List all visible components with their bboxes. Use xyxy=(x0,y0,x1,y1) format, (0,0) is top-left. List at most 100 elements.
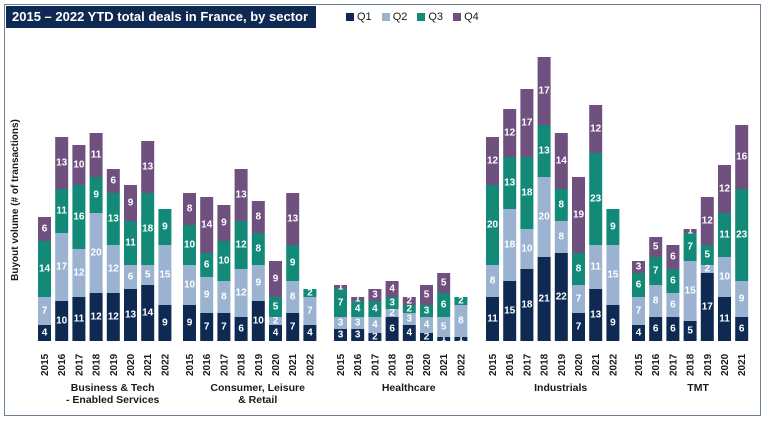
data-label: 13 xyxy=(539,146,551,157)
data-label: 10 xyxy=(521,244,533,255)
data-label: 6 xyxy=(238,324,244,335)
bar-segment xyxy=(402,297,416,305)
data-label: 4 xyxy=(372,320,378,331)
bar-segment xyxy=(520,269,534,341)
data-label: 3 xyxy=(424,306,430,317)
legend-label-q4: Q4 xyxy=(464,11,479,23)
bar-segment xyxy=(72,249,86,297)
data-label: 8 xyxy=(559,232,565,243)
bar-segment xyxy=(72,185,86,249)
bar-segment xyxy=(437,273,451,293)
bar-segment xyxy=(402,325,416,341)
data-label: 7 xyxy=(687,242,693,253)
data-label: 4 xyxy=(307,328,313,339)
legend-swatch-q1 xyxy=(346,13,354,21)
bar-segment xyxy=(334,289,347,317)
sector-label: TMT xyxy=(687,382,709,394)
data-label: 6 xyxy=(670,276,676,287)
x-tick-label: 2016 xyxy=(505,353,516,376)
bar-segment xyxy=(124,265,137,289)
legend-swatch-q3 xyxy=(417,13,426,21)
data-label: 1 xyxy=(458,334,464,345)
sector-label: - Enabled Services xyxy=(66,394,160,406)
bar-segment xyxy=(718,257,731,297)
data-label: 17 xyxy=(539,86,551,97)
data-label: 13 xyxy=(56,158,68,169)
data-label: 23 xyxy=(590,194,602,205)
bar-segment xyxy=(700,273,714,341)
data-label: 8 xyxy=(653,296,659,307)
data-label: 7 xyxy=(290,322,296,333)
x-tick-label: 2015 xyxy=(488,353,499,376)
bar-segment xyxy=(735,125,749,189)
data-label: 18 xyxy=(504,240,516,251)
bar-segment xyxy=(437,293,451,317)
data-label: 7 xyxy=(307,306,313,317)
data-label: 6 xyxy=(670,252,676,263)
data-label: 13 xyxy=(287,214,299,225)
bar-segment xyxy=(572,285,585,313)
data-label: 10 xyxy=(73,160,85,171)
data-label: 9 xyxy=(290,258,296,269)
bar-segment xyxy=(649,257,663,285)
data-label: 4 xyxy=(636,328,642,339)
x-tick-label: 2020 xyxy=(422,353,433,376)
data-label: 5 xyxy=(653,242,659,253)
x-tick-label: 2016 xyxy=(57,353,68,376)
data-label: 14 xyxy=(556,156,568,167)
bar-segment xyxy=(700,197,714,245)
bar-segment xyxy=(503,109,517,157)
bar-segment xyxy=(454,305,468,337)
data-label: 3 xyxy=(389,298,395,309)
data-label: 3 xyxy=(407,314,413,325)
x-tick-label: 2015 xyxy=(185,353,196,376)
bar-segment xyxy=(503,281,517,341)
data-label: 2 xyxy=(705,264,711,275)
bar-segment xyxy=(402,313,416,325)
bar-segment xyxy=(572,313,585,341)
data-label: 16 xyxy=(73,212,85,223)
data-label: 12 xyxy=(236,240,248,251)
x-tick-label: 2020 xyxy=(271,353,282,376)
data-label: 11 xyxy=(590,262,601,273)
data-label: 15 xyxy=(504,306,516,317)
data-label: 9 xyxy=(162,222,168,233)
bar-segment xyxy=(735,317,749,341)
data-label: 1 xyxy=(355,294,361,305)
x-tick-label: 2021 xyxy=(591,353,602,376)
bar-segment xyxy=(303,297,317,325)
data-label: 7 xyxy=(221,322,227,333)
bar-segment xyxy=(334,329,347,341)
data-label: 2 xyxy=(372,332,378,343)
data-label: 13 xyxy=(125,310,137,321)
data-label: 17 xyxy=(56,262,68,273)
bar-segment xyxy=(420,333,433,341)
data-label: 5 xyxy=(145,270,151,281)
bar-segment xyxy=(735,281,749,317)
data-label: 12 xyxy=(487,156,499,167)
data-label: 17 xyxy=(702,302,714,313)
x-tick-label: 2019 xyxy=(703,353,714,376)
bar-segment xyxy=(55,301,69,341)
bar-segment xyxy=(234,317,248,341)
data-label: 20 xyxy=(539,212,551,223)
bar-segment xyxy=(286,193,300,245)
bar-segment xyxy=(251,265,265,301)
data-label: 23 xyxy=(736,230,748,241)
data-label: 15 xyxy=(159,270,171,281)
bar-segment xyxy=(106,169,120,193)
data-label: 19 xyxy=(573,210,585,221)
data-label: 15 xyxy=(607,270,619,281)
bar-segment xyxy=(72,145,86,185)
chart-title: 2015 – 2022 YTD total deals in France, b… xyxy=(6,6,316,28)
data-label: 5 xyxy=(273,302,279,313)
bar-segment xyxy=(486,185,499,265)
bar-segment xyxy=(368,333,382,341)
data-label: 6 xyxy=(653,324,659,335)
bar-segment xyxy=(38,325,51,341)
bar-segment xyxy=(666,269,680,293)
bar-segment xyxy=(385,309,399,317)
bar-segment xyxy=(234,221,248,269)
bar-segment xyxy=(106,245,120,293)
data-label: 6 xyxy=(636,280,642,291)
